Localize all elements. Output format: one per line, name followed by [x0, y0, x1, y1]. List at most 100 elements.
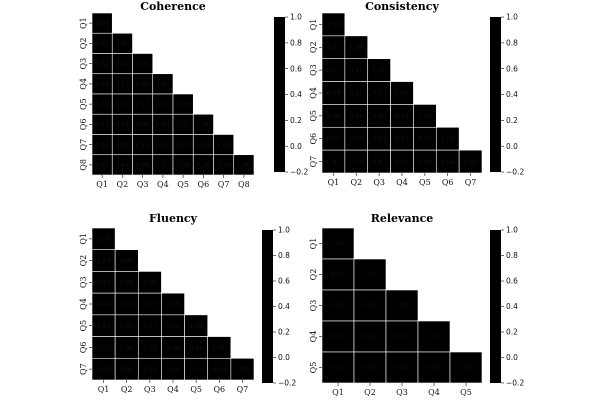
- cell-value-label: 0.49: [166, 345, 180, 352]
- x-tick-label: Q7: [465, 178, 477, 187]
- heatmap-cell: [449, 351, 483, 384]
- cell-value-label: 1.00: [236, 366, 250, 373]
- heatmap-panel-consistency: Consistency 1.00 0.81 1.00 0.67 0.72 1.00 0.49 0…: [309, 0, 524, 187]
- cell-value-label: 0.57: [156, 162, 170, 169]
- cell-value-label: 0.40: [372, 113, 386, 120]
- cell-value-label: -0.03: [216, 162, 232, 169]
- cell-value-label: 1.00: [459, 365, 473, 372]
- cell-value-label: 1.00: [136, 61, 150, 68]
- cell-value-label: 0.50: [97, 366, 111, 373]
- cell-value-label: 0.27: [97, 258, 111, 265]
- cell-value-label: 0.18: [115, 101, 129, 108]
- x-tick-label: Q2: [350, 178, 362, 187]
- cell-value-label: 0.12: [95, 142, 109, 149]
- y-tick-label: Q7: [79, 139, 88, 151]
- cell-value-label: 0.15: [156, 101, 170, 108]
- heatmap-cell: [353, 351, 387, 384]
- cell-value-label: 0.43: [97, 301, 111, 308]
- colorbar-tick-label: 1.0: [506, 13, 518, 22]
- cell-value-label: 0.33: [120, 323, 134, 330]
- colorbar-tick-label: 0.6: [290, 64, 302, 73]
- cell-value-label: 0.36: [120, 366, 134, 373]
- cell-value-label: 0.49: [136, 162, 150, 169]
- colorbar-tick-label: 0.6: [278, 277, 290, 286]
- cell-value-label: 0.21: [331, 272, 345, 279]
- colorbar-tick-label: −0.2: [278, 379, 296, 388]
- colorbar-tick-label: 1.0: [278, 226, 290, 235]
- cell-value-label: 1.00: [418, 113, 432, 120]
- heatmap-cell: [385, 320, 419, 353]
- cell-value-label: 0.52: [166, 323, 180, 330]
- x-tick-label: Q1: [328, 178, 340, 187]
- x-tick-label: Q3: [396, 388, 408, 397]
- y-tick-label: Q7: [79, 363, 88, 375]
- cell-value-label: 0.57: [115, 81, 129, 88]
- colorbar: [490, 17, 501, 172]
- x-tick-label: Q4: [167, 385, 179, 394]
- cell-value-label: 0.48: [349, 113, 363, 120]
- cell-value-label: 0.55: [349, 90, 363, 97]
- heatmap-cell: [353, 320, 387, 353]
- cell-value-label: 0.67: [372, 159, 386, 166]
- x-tick-label: Q8: [238, 180, 250, 189]
- cell-value-label: 0.01: [331, 303, 345, 310]
- y-tick-label: Q1: [79, 233, 88, 245]
- cell-value-label: 0.68: [189, 345, 203, 352]
- cell-value-label: 1.00: [395, 90, 409, 97]
- y-tick-label: Q1: [309, 238, 318, 250]
- cell-value-label: 0.28: [363, 334, 377, 341]
- y-tick-label: Q2: [309, 41, 318, 53]
- colorbar-tick-label: 0.0: [278, 353, 290, 362]
- cell-value-label: 0.03: [395, 365, 409, 372]
- colorbar-tick-label: 0.2: [290, 116, 302, 125]
- cell-value-label: 0.23: [331, 365, 345, 372]
- colorbar-tick-label: 0.0: [290, 142, 302, 151]
- colorbar-tick-label: −0.2: [290, 168, 308, 177]
- cell-value-label: 0.19: [143, 366, 157, 373]
- x-tick-label: Q2: [364, 388, 376, 397]
- colorbar-tick-label: −0.2: [506, 379, 524, 388]
- cell-value-label: 0.02: [120, 279, 134, 286]
- cell-value-label: 0.08: [156, 142, 170, 149]
- colorbar-tick-label: 0.8: [278, 251, 290, 260]
- y-tick-label: Q3: [309, 64, 318, 76]
- colorbar-tick-label: 0.6: [506, 64, 518, 73]
- cell-value-label: 0.30: [120, 345, 134, 352]
- cell-value-label: 0.11: [331, 334, 345, 341]
- heatmap-cell: [417, 320, 451, 353]
- cell-value-label: 0.51: [97, 345, 111, 352]
- panel-title: Consistency: [365, 0, 439, 13]
- x-tick-label: Q2: [117, 180, 129, 189]
- y-tick-label: Q5: [309, 362, 318, 374]
- cell-value-label: 1.00: [395, 303, 409, 310]
- cell-value-label: 1.00: [176, 101, 190, 108]
- cell-value-label: 0.49: [327, 90, 341, 97]
- colorbar-tick-label: 0.2: [506, 116, 518, 125]
- cell-value-label: 0.12: [363, 303, 377, 310]
- y-tick-label: Q3: [309, 300, 318, 312]
- panel-title: Coherence: [140, 0, 206, 13]
- cell-value-label: 1.00: [115, 41, 129, 48]
- cell-value-label: 0.13: [136, 101, 150, 108]
- cell-value-label: 0.40: [327, 113, 341, 120]
- x-tick-label: Q3: [137, 180, 149, 189]
- y-tick-label: Q5: [79, 98, 88, 110]
- x-tick-label: Q6: [198, 180, 210, 189]
- cell-value-label: 0.69: [166, 366, 180, 373]
- cell-value-label: 0.17: [95, 122, 109, 129]
- heatmap-cell: [321, 351, 355, 384]
- y-tick-label: Q6: [79, 119, 88, 131]
- heatmap-cell: [353, 258, 387, 291]
- x-tick-label: Q1: [332, 388, 344, 397]
- y-tick-label: Q4: [309, 331, 318, 343]
- cell-value-label: 0.53: [372, 90, 386, 97]
- cell-value-label: 0.49: [115, 61, 129, 68]
- cell-value-label: 1.00: [189, 323, 203, 330]
- cell-value-label: 0.60: [363, 365, 377, 372]
- heatmap-cell: [385, 351, 419, 384]
- cell-value-label: 1.00: [156, 81, 170, 88]
- colorbar-tick-label: 0.4: [278, 302, 290, 311]
- heatmap-panel-coherence: Coherence 1.00 0.81 1.00 0.52 0.49 1.00 0.59 0.5…: [79, 0, 308, 189]
